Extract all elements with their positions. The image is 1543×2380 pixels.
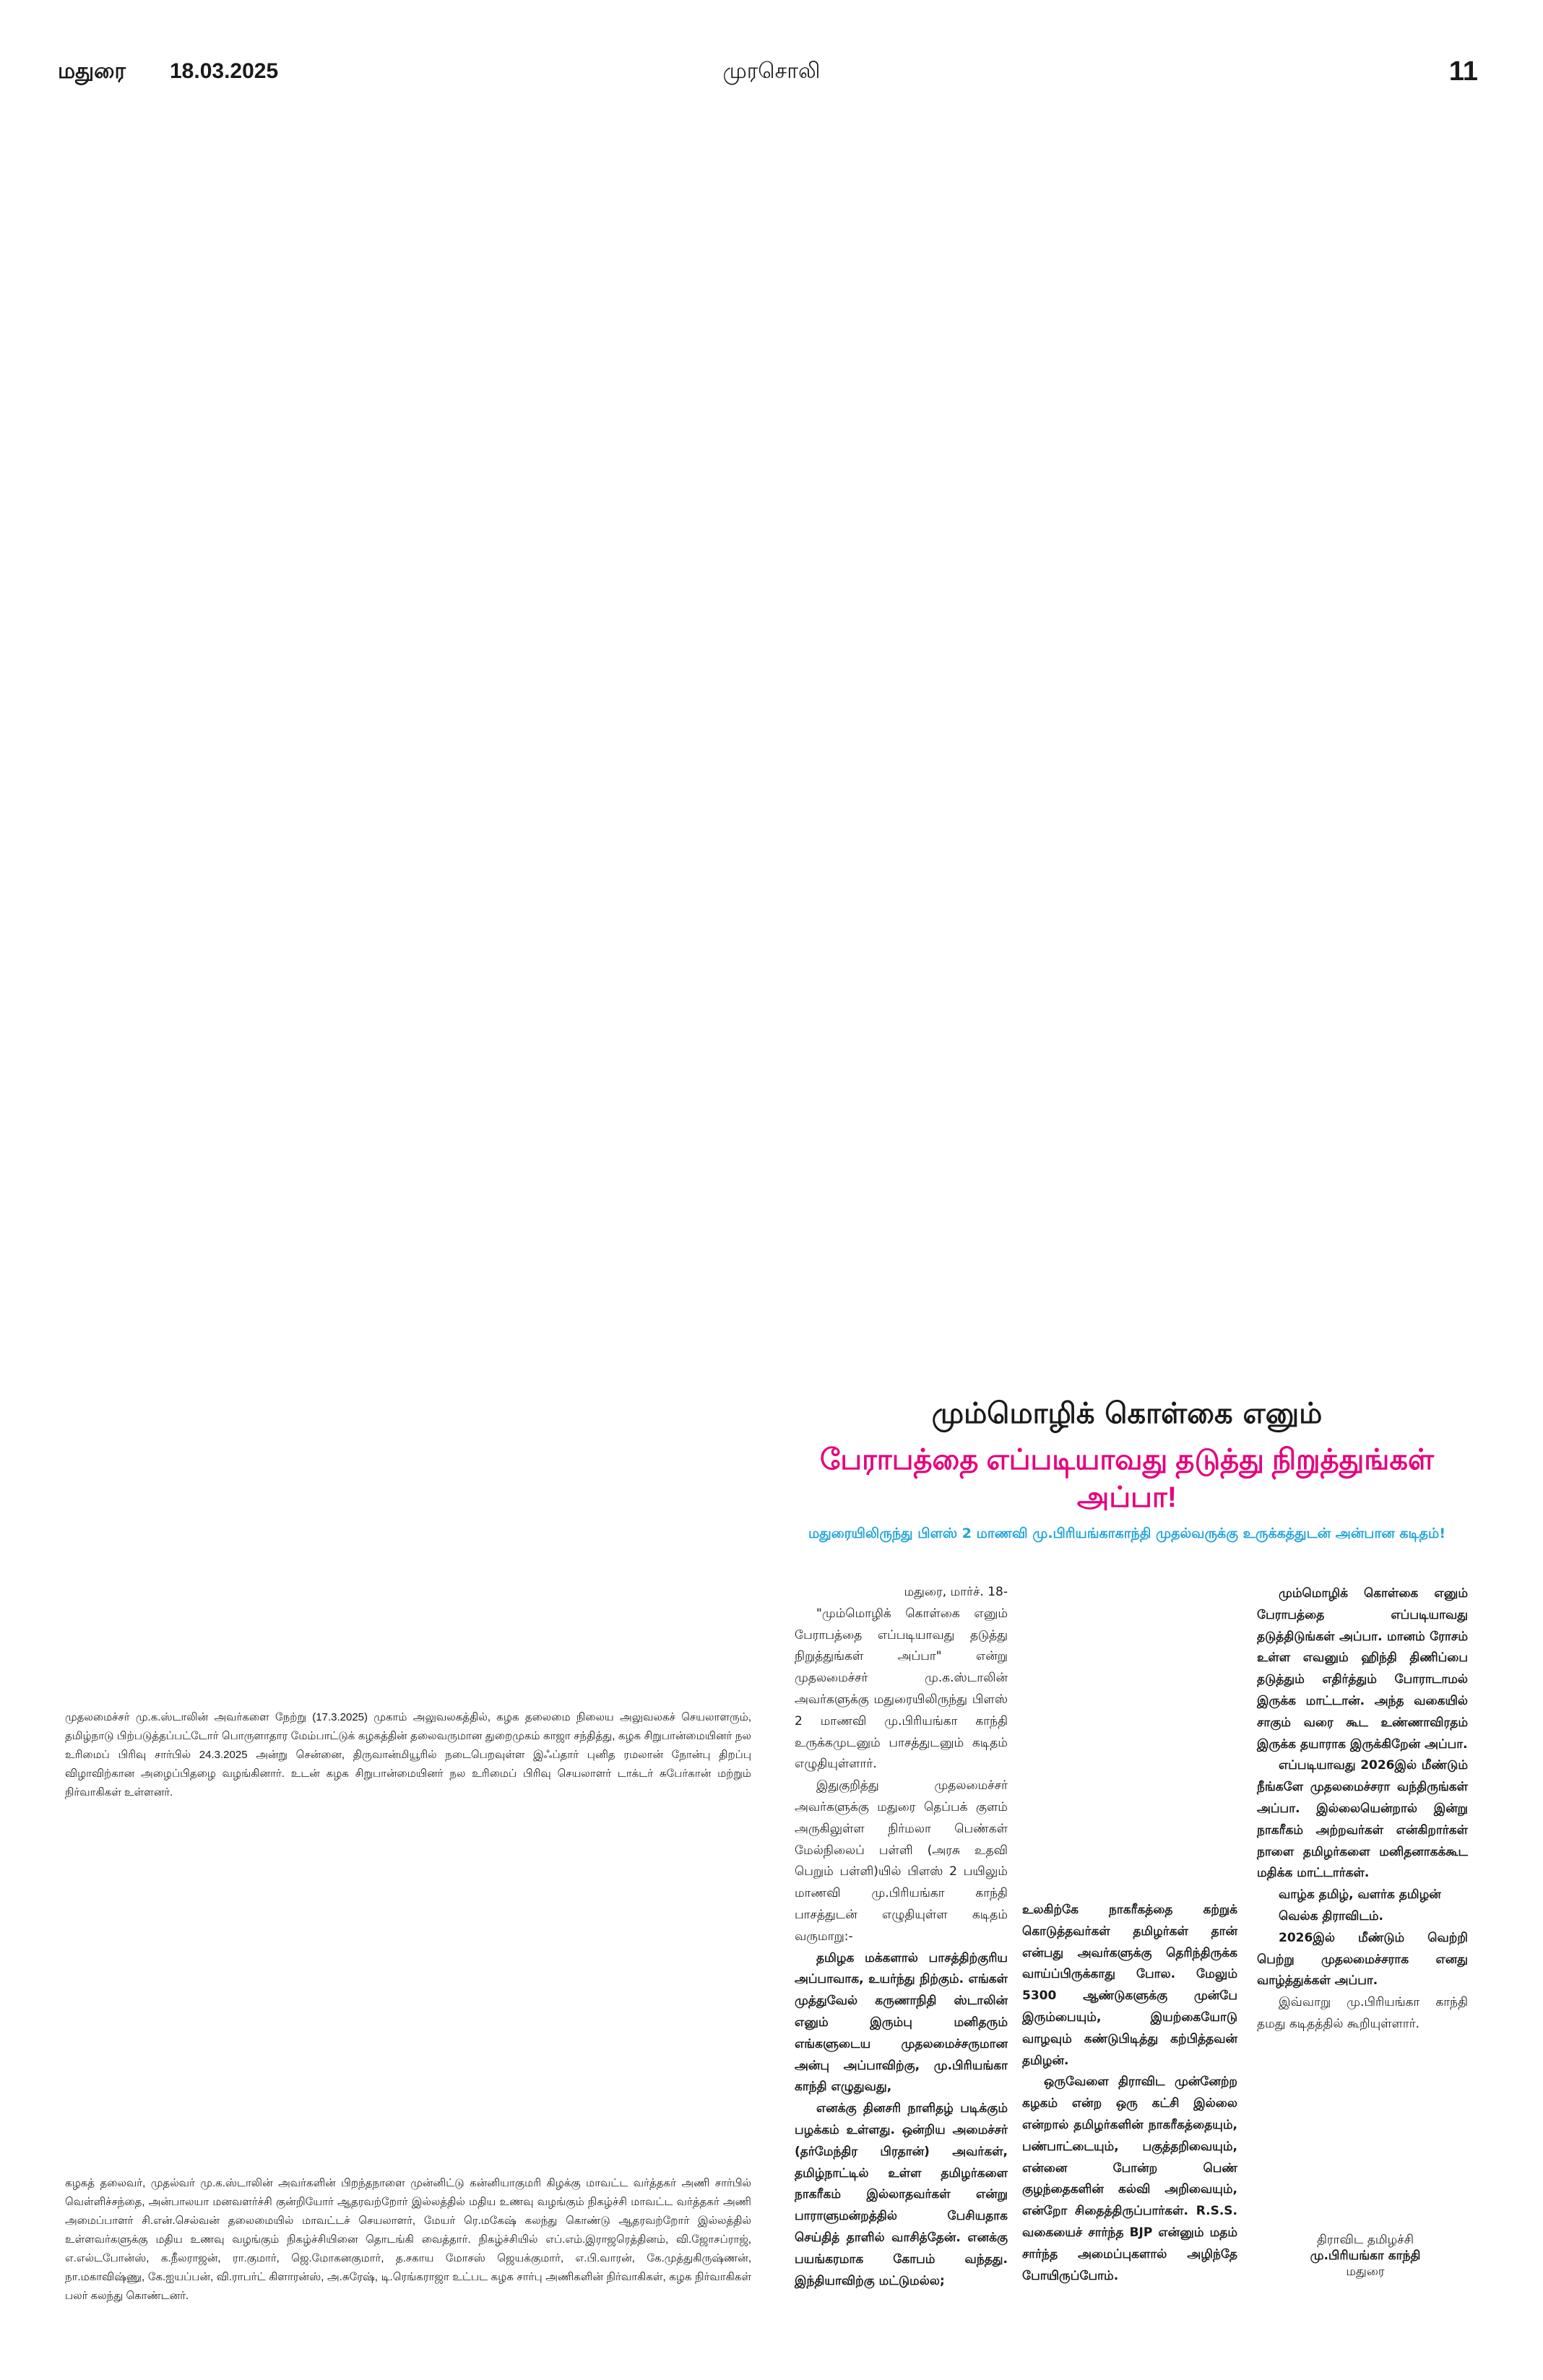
signature-block: திராவிட தமிழச்சி மு.பிரியங்கா காந்தி மது… (1271, 2232, 1459, 2280)
article-column-1: மதுரை, மார்ச். 18- "மும்மொழிக் கொள்கை என… (795, 1582, 1008, 2292)
paragraph: எப்படியாவது 2026இல் மீண்டும் நீங்களே முத… (1257, 1758, 1468, 1881)
article-headline: பேராபத்தை எப்படியாவது தடுத்து நிறுத்துங்… (819, 1444, 1435, 1513)
header-city: மதுரை (58, 59, 126, 83)
photo-caption-2: கழகத் தலைவர், முதல்வர் மு.க.ஸ்டாலின் அவர… (65, 2177, 751, 2302)
article-kicker: மும்மொழிக் கொள்கை எனும் (931, 1397, 1323, 1430)
signature-line: திராவிட தமிழச்சி (1316, 2233, 1414, 2247)
article-column-3: மும்மொழிக் கொள்கை எனும் பேராபத்தை எப்படி… (1257, 1583, 1468, 2035)
paragraph: இவ்வாறு மு.பிரியங்கா காந்தி தமது கடிதத்த… (1257, 1995, 1468, 2031)
paragraph: இதுகுறித்து முதலமைச்சர் அவர்களுக்கு மதுர… (795, 1778, 1008, 1944)
paragraph: எனக்கு தினசரி நாளிதழ் படிக்கும் பழக்கம் … (795, 2101, 1008, 2288)
page-number: 11 (1448, 56, 1478, 87)
paragraph: "மும்மொழிக் கொள்கை எனும் பேராபத்தை எப்பட… (795, 1606, 1008, 1772)
paragraph: தமிழக மக்களால் பாசத்திற்குரிய அப்பாவாக, … (795, 1950, 1008, 2095)
paragraph: மும்மொழிக் கொள்கை எனும் பேராபத்தை எப்படி… (1257, 1586, 1468, 1752)
dateline: மதுரை, மார்ச். 18- (904, 1585, 1008, 1599)
paragraph: வெல்க திராவிடம். (1279, 1908, 1384, 1924)
article-column-2: உலகிற்கே நாகரீகத்தை கற்றுக் கொடுத்தவர்கள… (1022, 1900, 1237, 2287)
paragraph: உலகிற்கே நாகரீகத்தை கற்றுக் கொடுத்தவர்கள… (1022, 1903, 1237, 2068)
header-date: 18.03.2025 (170, 59, 279, 83)
photo-caption-1: முதலமைச்சர் மு.க.ஸ்டாலின் அவர்களை நேற்று… (65, 1711, 751, 1799)
article-subhead: மதுரையிலிருந்து பிளஸ் 2 மாணவி மு.பிரியங்… (808, 1526, 1446, 1541)
signature-name: மு.பிரியங்கா காந்தி (1310, 2249, 1421, 2263)
paragraph: வாழ்க தமிழ், வளர்க தமிழன் (1279, 1887, 1441, 1903)
signature-place: மதுரை (1346, 2264, 1385, 2279)
paragraph: 2026இல் மீண்டும் வெற்றி பெற்று முதலமைச்ச… (1257, 1930, 1468, 1989)
masthead: முரசொலி (722, 59, 821, 83)
paragraph: ஒருவேளை திராவிட முன்னேற்ற கழகம் என்ற ஒரு… (1022, 2074, 1237, 2283)
